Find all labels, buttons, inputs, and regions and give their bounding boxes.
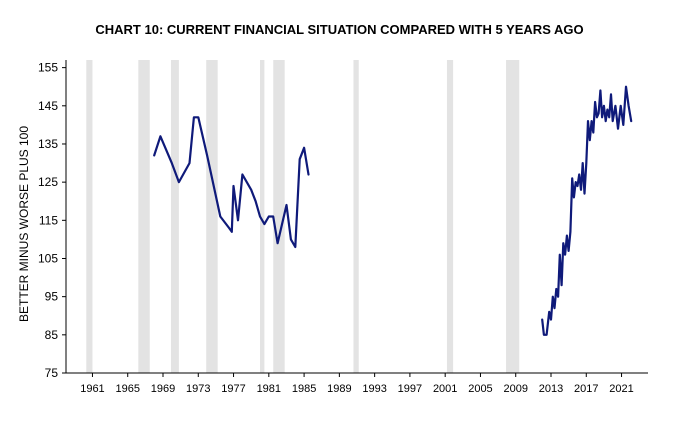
x-tick-label: 1981 [257, 383, 281, 395]
recession-band-7 [446, 60, 454, 373]
recession-band-4 [260, 60, 265, 373]
recession-band-3 [206, 60, 218, 373]
recession-band-8 [506, 60, 520, 373]
recession-band-6 [353, 60, 359, 373]
x-tick-label: 1965 [115, 383, 139, 395]
recession-band-0 [86, 60, 93, 373]
y-tick-label: 115 [39, 213, 58, 227]
x-tick-label: 1973 [186, 383, 210, 395]
y-tick-label: 125 [38, 175, 58, 189]
recession-band-2 [170, 60, 179, 373]
series-lines [153, 85, 633, 336]
x-tick-label: 1969 [151, 383, 175, 395]
series-line-segment-0 [153, 116, 310, 249]
x-tick-label: 1997 [398, 383, 422, 395]
recession-bands [86, 60, 520, 373]
y-tick-label: 105 [38, 251, 58, 265]
x-tick-label: 2009 [503, 383, 527, 395]
x-tick-label: 2005 [468, 383, 492, 395]
x-tick-label: 1985 [292, 383, 316, 395]
y-tick-label: 135 [38, 137, 58, 151]
recession-band-1 [138, 60, 150, 373]
y-tick-label: 85 [45, 328, 59, 342]
y-axis-label: BETTER MINUS WORSE PLUS 100 [17, 126, 31, 322]
x-tick-label: 1977 [221, 383, 245, 395]
y-tick-label: 145 [38, 99, 58, 113]
x-tick-label: 2013 [539, 383, 563, 395]
chart-title: CHART 10: CURRENT FINANCIAL SITUATION CO… [95, 22, 584, 37]
x-tick-label: 2021 [609, 383, 633, 395]
axes: 75 85 95 105 115 125 135 145 155 1961 1965 1969 1973… [38, 60, 648, 395]
y-tick-label: 75 [45, 366, 59, 380]
recession-band-5 [273, 60, 285, 373]
x-tick-label: 1961 [80, 383, 104, 395]
x-tick-label: 2017 [574, 383, 598, 395]
x-tick-label: 1989 [327, 383, 351, 395]
y-tick-label: 155 [38, 61, 58, 75]
x-tick-label: 2001 [433, 383, 457, 395]
series-line-segment-1 [541, 85, 633, 336]
x-tick-label: 1993 [362, 383, 386, 395]
y-tick-label: 95 [45, 290, 59, 304]
